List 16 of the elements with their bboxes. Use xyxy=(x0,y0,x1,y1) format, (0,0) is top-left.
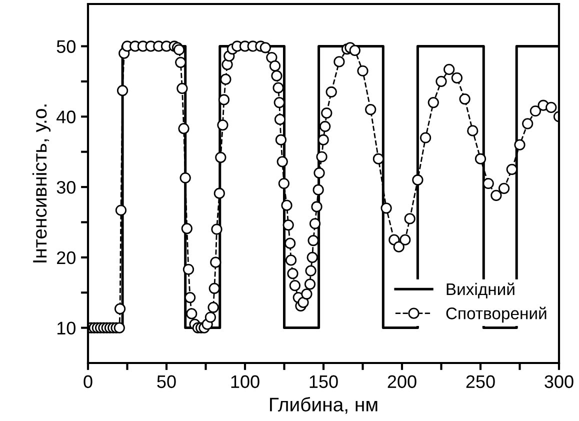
x-tick-label: 250 xyxy=(466,375,495,388)
x-tick-label: 300 xyxy=(544,375,574,388)
legend-label: Спотворений xyxy=(446,306,546,323)
y-tick-label: 20 xyxy=(57,251,76,264)
x-tick-label: 0 xyxy=(84,375,92,388)
legend-label: Вихідний xyxy=(446,282,514,298)
x-tick-label: 100 xyxy=(231,375,260,388)
x-tick-label: 150 xyxy=(310,375,338,388)
x-tick-label: 200 xyxy=(388,375,416,388)
y-axis-title: Інтенсивність, у.о. xyxy=(32,104,51,262)
y-tick-label: 50 xyxy=(56,40,76,53)
y-tick-label: 30 xyxy=(56,180,76,194)
x-axis-title: Глибина, нм xyxy=(270,397,378,414)
x-tick-label: 50 xyxy=(157,375,176,388)
y-tick-label: 10 xyxy=(57,322,76,335)
y-tick-label: 40 xyxy=(56,110,76,124)
